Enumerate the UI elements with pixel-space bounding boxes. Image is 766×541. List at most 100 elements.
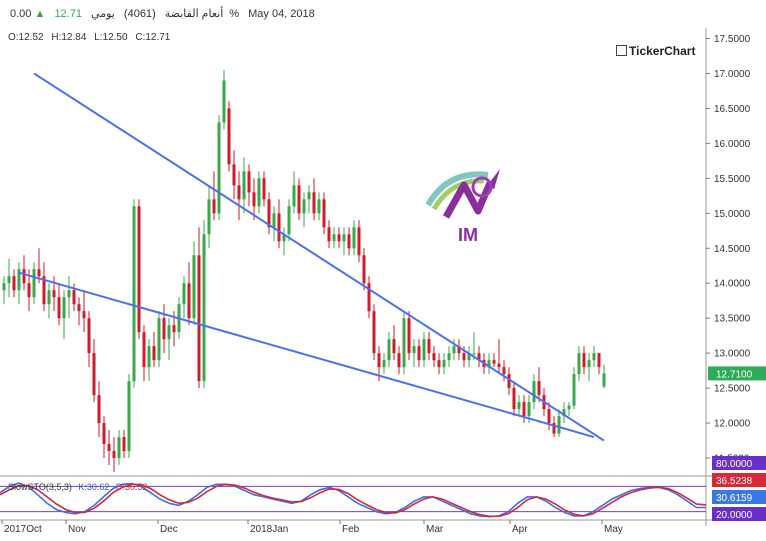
candle-body — [472, 353, 476, 355]
candle-body — [197, 255, 201, 382]
y-tick-label: 14.0000 — [714, 279, 751, 290]
candle — [127, 374, 131, 459]
candle — [412, 339, 416, 368]
candle — [397, 346, 401, 375]
candle — [372, 304, 376, 361]
candle — [117, 430, 121, 466]
candle-body — [407, 318, 411, 354]
x-tick-label: Apr — [512, 524, 528, 535]
candle — [282, 227, 286, 256]
candle-body — [412, 346, 416, 354]
candle — [362, 248, 366, 291]
candle-body — [307, 192, 311, 200]
stoch-D-line — [0, 483, 707, 518]
candle-body — [362, 255, 366, 284]
candle-body — [377, 353, 381, 368]
symbol-header: أنعام القابضة (4061) يومي 12.71 ▲ 0.00% … — [10, 7, 321, 20]
k-label: K:30.62 — [78, 482, 110, 492]
y-tick-label: 13.0000 — [714, 349, 751, 360]
candle — [217, 115, 221, 221]
candle — [432, 346, 436, 368]
candle-body — [122, 437, 126, 452]
candle-body — [237, 185, 241, 200]
candle-body — [102, 423, 106, 445]
candle-body — [597, 353, 601, 368]
candle — [47, 283, 51, 319]
candle-body — [427, 339, 431, 354]
candle-body — [387, 339, 391, 361]
candle-body — [92, 353, 96, 396]
candle — [447, 346, 451, 368]
last-price: 12.71 — [54, 8, 82, 20]
candle — [22, 255, 26, 291]
candle — [437, 353, 441, 375]
candle — [402, 311, 406, 375]
candle-body — [592, 353, 596, 361]
candle-body — [477, 353, 481, 361]
candle — [82, 290, 86, 333]
candle-body — [267, 199, 271, 228]
y-tick-label: 12.0000 — [714, 419, 751, 430]
candle — [152, 332, 156, 368]
candle — [192, 241, 196, 326]
low-value: L:12.50 — [94, 32, 128, 43]
y-tick-label: 16.5000 — [714, 104, 751, 115]
candle-body — [322, 199, 326, 228]
d-label: D:36.52 — [115, 482, 148, 492]
candle — [392, 325, 396, 361]
candle-body — [467, 353, 471, 361]
candle — [317, 192, 321, 221]
candle-body — [332, 234, 336, 242]
close-value: C:12.71 — [135, 32, 171, 43]
candle-body — [77, 304, 81, 312]
candle-body — [527, 402, 531, 417]
candle-body — [132, 206, 136, 382]
x-tick-label: Nov — [68, 524, 86, 535]
candle-body — [112, 451, 116, 459]
date-label: May 04, 2018 — [248, 8, 315, 20]
y-tick-label: 17.5000 — [714, 34, 751, 45]
oscillator-panel: 80.0000 36.5238 30.6159 20.0000 — [0, 456, 766, 521]
candle — [207, 185, 211, 249]
candle-body — [532, 381, 536, 403]
candle — [312, 178, 316, 221]
candle — [522, 395, 526, 424]
candle-body — [292, 185, 296, 207]
candle-body — [342, 234, 346, 242]
stock-name: أنعام القابضة — [164, 8, 224, 20]
k-value-tag-text: 30.6159 — [716, 493, 753, 504]
x-tick-label: May — [604, 524, 623, 535]
candle — [97, 381, 101, 438]
trendline-lower — [18, 271, 595, 439]
candle-body — [127, 381, 131, 452]
candle — [332, 227, 336, 249]
candle — [337, 227, 341, 249]
candle — [327, 220, 331, 249]
candle — [422, 332, 426, 368]
lower-level-tag — [712, 507, 766, 521]
candle-body — [242, 171, 246, 200]
candle-body — [152, 346, 156, 361]
candle — [32, 262, 36, 305]
candle — [227, 101, 231, 172]
candle — [407, 311, 411, 361]
candle — [87, 311, 91, 368]
candle — [467, 346, 471, 368]
candle — [67, 276, 71, 319]
lower-level-tag-text: 20.0000 — [716, 510, 753, 521]
change-percent: 0.00% — [10, 8, 240, 20]
candle — [512, 381, 516, 417]
candle-body — [97, 395, 101, 424]
candle — [472, 332, 476, 361]
candle — [532, 374, 536, 410]
candle — [107, 430, 111, 466]
candle-body — [547, 409, 551, 424]
candle-body — [42, 276, 46, 305]
y-tick-label: 17.0000 — [714, 69, 751, 80]
candle — [597, 353, 601, 375]
candle — [602, 364, 606, 389]
candle — [222, 69, 226, 130]
candle-body — [192, 255, 196, 319]
candle — [92, 339, 96, 403]
high-value: H:12.84 — [51, 32, 87, 43]
